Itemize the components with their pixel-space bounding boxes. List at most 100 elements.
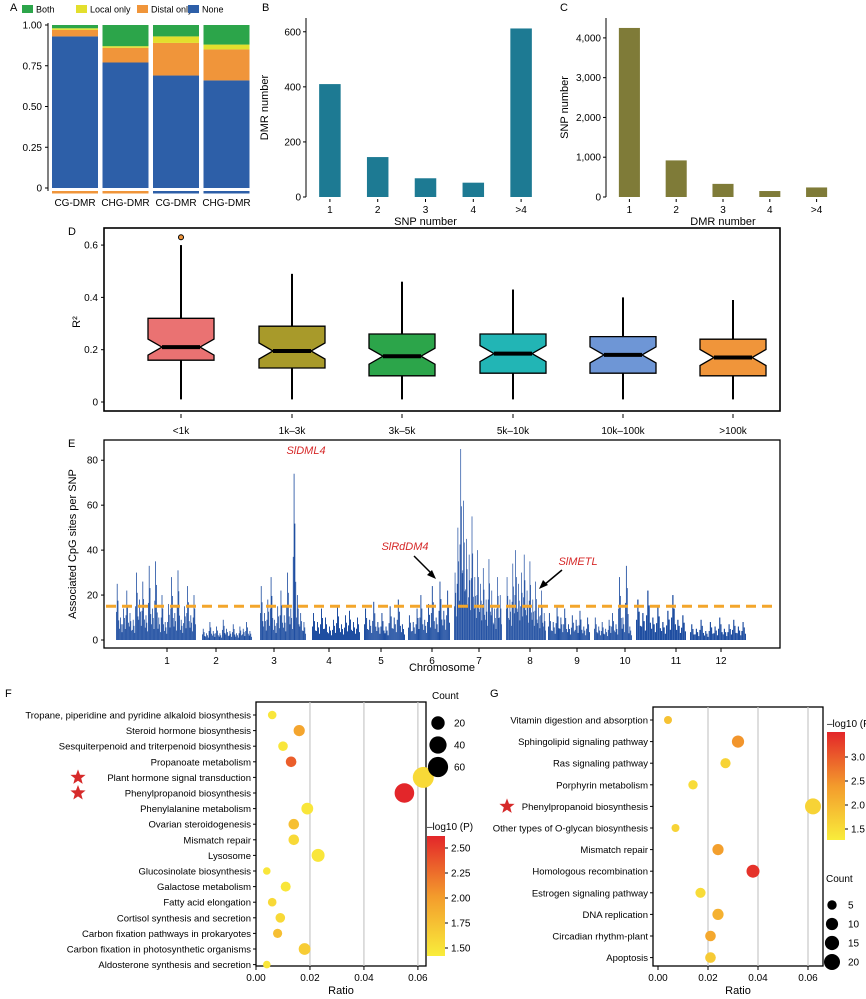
- bar-e: [212, 635, 213, 640]
- panel-label-f: F: [5, 688, 12, 700]
- bar-e: [442, 625, 444, 640]
- size-legend-label-g: 5: [848, 901, 854, 912]
- star-icon: [70, 769, 86, 784]
- bar-e: [435, 617, 437, 640]
- category-label-c: 1: [627, 205, 633, 216]
- bar-e: [204, 636, 206, 640]
- bar-e: [726, 636, 728, 640]
- bar-e: [408, 615, 410, 640]
- bar-e: [124, 628, 126, 640]
- bar-e: [587, 617, 589, 640]
- bar-e: [538, 616, 540, 640]
- tick-label-d-y: 0.6: [84, 241, 98, 252]
- stack-a-local-only: [52, 28, 98, 30]
- bar-e: [228, 635, 230, 640]
- bar-e: [628, 633, 630, 640]
- category-label-g: Apoptosis: [606, 953, 648, 964]
- bar-e: [521, 572, 522, 640]
- bar-e: [284, 622, 286, 640]
- bar-e: [213, 633, 215, 640]
- category-label-f: Phenylalanine metabolism: [140, 804, 251, 815]
- bar-e: [698, 636, 700, 640]
- bar-e: [656, 623, 658, 640]
- bar-e: [663, 627, 665, 640]
- tick-label-d-y: 0.2: [84, 345, 98, 356]
- colorbar-tick-label-g: 2.5: [851, 777, 865, 788]
- bar-e: [137, 616, 139, 640]
- axis-title-b-y: DMR number: [259, 74, 271, 140]
- bar-e: [456, 616, 457, 640]
- bar-e: [162, 608, 164, 640]
- bar-e: [727, 632, 729, 640]
- size-legend-dot-g: [827, 900, 837, 910]
- bar-e: [511, 625, 512, 640]
- bar-e: [337, 606, 338, 640]
- bar-e: [613, 630, 615, 640]
- tick-label-b-y: 600: [284, 27, 301, 38]
- tick-label-d-y: 0: [92, 398, 98, 409]
- category-label-d: 5k–10k: [497, 426, 530, 437]
- bar-e: [729, 628, 731, 640]
- bar-e: [287, 592, 289, 640]
- bar-e: [192, 617, 194, 640]
- category-label-f: Mismatch repair: [183, 835, 251, 846]
- bar-e: [157, 628, 159, 640]
- group-underline-a: [203, 191, 250, 194]
- bar-e: [297, 608, 299, 640]
- bar-e: [441, 619, 443, 640]
- bar-e: [408, 627, 409, 640]
- size-legend-label-f: 40: [454, 741, 466, 752]
- bar-e: [124, 617, 125, 640]
- bar-e: [643, 621, 645, 640]
- bar-e: [492, 622, 494, 640]
- bar-e: [627, 614, 629, 640]
- bar-e: [525, 610, 526, 640]
- size-legend-title-g: Count: [826, 874, 853, 885]
- bar-e: [229, 631, 231, 640]
- stack-a-none: [52, 36, 98, 188]
- bar-e: [598, 626, 600, 640]
- bar-e: [373, 601, 375, 640]
- bar-e: [487, 625, 488, 640]
- bar-e: [550, 630, 552, 640]
- box-d: [147, 317, 215, 361]
- bar-e: [219, 633, 221, 640]
- bar-e: [116, 611, 117, 640]
- bar-e: [694, 634, 696, 640]
- stack-a-distal-only: [153, 42, 199, 76]
- bar-c: [618, 27, 640, 198]
- bar-e: [161, 595, 163, 640]
- bar-e: [270, 577, 272, 640]
- bar-e: [232, 632, 233, 640]
- group-underline-a: [102, 191, 149, 194]
- bar-e: [136, 572, 137, 640]
- bar-e: [221, 637, 222, 640]
- legend-swatch-a: [137, 5, 148, 13]
- bar-e: [288, 616, 290, 640]
- bar-e: [536, 619, 538, 640]
- category-label-e: 7: [476, 656, 482, 667]
- bar-e: [735, 632, 737, 640]
- bar-e: [555, 623, 557, 640]
- bar-e: [594, 617, 596, 640]
- bar-e: [553, 627, 555, 640]
- category-label-a: CG-DMR: [54, 198, 95, 209]
- category-label-c: >4: [811, 205, 823, 216]
- colorbar-tick-label-f: 2.00: [451, 894, 471, 905]
- bar-e: [606, 632, 607, 640]
- bar-e: [641, 626, 643, 640]
- bar-e: [576, 625, 578, 640]
- bar-e: [741, 631, 743, 640]
- category-label-g: Homologous recombination: [532, 867, 648, 878]
- tick-label-e-y: 40: [87, 546, 99, 557]
- bar-e: [148, 565, 150, 640]
- bar-e: [423, 629, 425, 640]
- bar-e: [303, 622, 305, 640]
- bar-e: [394, 624, 396, 640]
- bubble-f: [285, 756, 297, 768]
- bar-e: [352, 631, 353, 640]
- bar-e: [466, 538, 467, 640]
- bar-e: [180, 619, 182, 640]
- bar-e: [472, 553, 474, 640]
- bar-e: [538, 606, 539, 640]
